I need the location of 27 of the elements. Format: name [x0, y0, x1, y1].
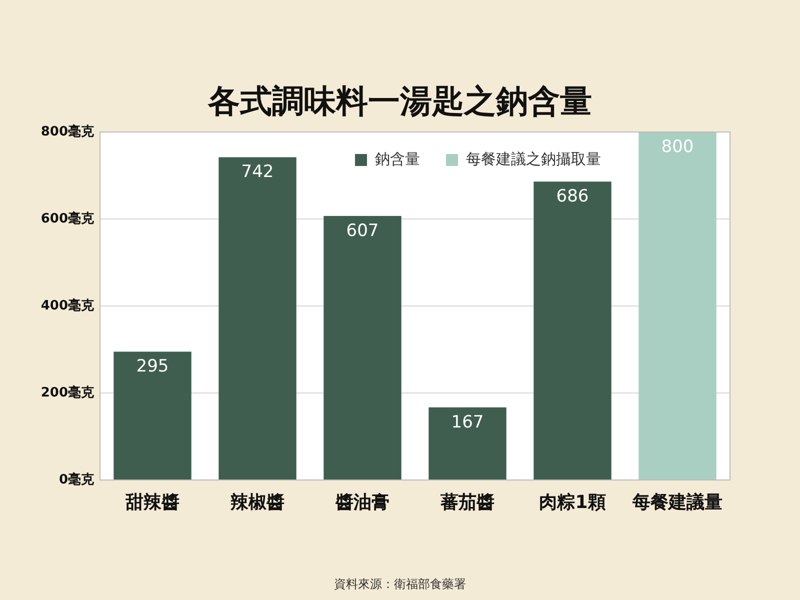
data-label: 742 — [241, 162, 274, 182]
y-tick-label: 400毫克 — [40, 298, 95, 314]
x-tick-label: 肉粽1顆 — [539, 492, 606, 513]
data-label: 800 — [661, 137, 694, 157]
x-tick-label: 每餐建議量 — [632, 492, 722, 513]
x-tick-label: 蕃茄醬 — [440, 492, 494, 513]
y-tick-label: 0毫克 — [58, 472, 95, 488]
x-tick-label: 辣椒醬 — [230, 492, 284, 513]
data-label: 295 — [136, 356, 169, 377]
bar — [638, 132, 716, 480]
legend-label: 鈉含量 — [375, 150, 420, 168]
source-note: 資料來源：衛福部食藥署 — [334, 577, 466, 591]
y-tick-label: 800毫克 — [40, 124, 95, 140]
bar — [534, 182, 612, 480]
data-label: 686 — [556, 186, 589, 207]
x-tick-label: 甜辣醬 — [124, 492, 180, 513]
y-tick-label: 600毫克 — [40, 210, 95, 227]
data-label: 607 — [346, 220, 379, 241]
x-tick-label: 醬油膏 — [334, 492, 390, 513]
legend-label: 每餐建議之鈉攝取量 — [466, 150, 601, 168]
chart-title: 各式調味料一湯匙之鈉含量 — [207, 82, 592, 120]
y-tick-label: 200毫克 — [40, 384, 95, 401]
bar — [218, 157, 296, 480]
bar — [428, 407, 506, 480]
bar — [114, 352, 192, 480]
data-label: 167 — [451, 412, 484, 432]
bar — [324, 216, 402, 480]
